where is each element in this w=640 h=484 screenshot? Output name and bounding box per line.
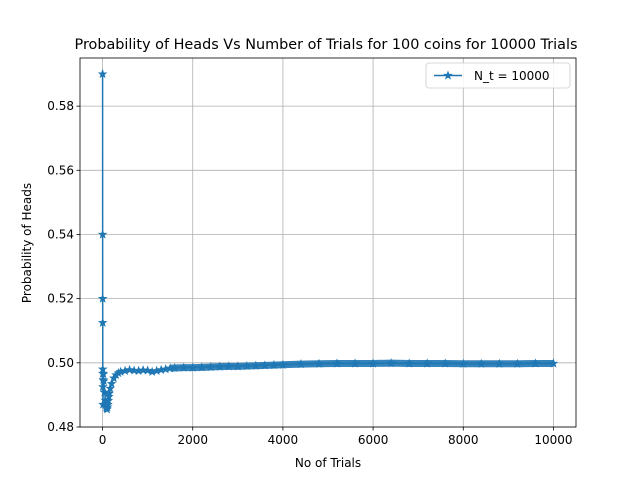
data-point bbox=[97, 317, 108, 327]
data-point bbox=[105, 383, 116, 393]
data-point bbox=[103, 399, 113, 409]
data-point bbox=[142, 365, 153, 375]
x-tick-label: 4000 bbox=[268, 433, 299, 447]
y-tick-label: 0.58 bbox=[47, 99, 74, 113]
data-point bbox=[97, 293, 108, 303]
series-layer bbox=[97, 68, 559, 414]
x-tick-label: 10000 bbox=[534, 433, 572, 447]
data-point bbox=[124, 364, 135, 374]
data-point bbox=[97, 229, 108, 239]
legend: N_t = 10000 bbox=[425, 62, 571, 89]
y-tick-label: 0.56 bbox=[47, 163, 74, 177]
y-tick-label: 0.52 bbox=[47, 292, 74, 306]
x-tick-label: 2000 bbox=[177, 433, 208, 447]
plot-frame bbox=[79, 57, 577, 428]
series-line bbox=[101, 74, 554, 411]
data-point bbox=[98, 381, 108, 391]
data-point bbox=[104, 391, 114, 401]
x-axis-label: No of Trials bbox=[295, 456, 361, 470]
series-marker-band bbox=[169, 359, 554, 372]
legend-marker-icon bbox=[443, 70, 453, 80]
legend-label: N_t = 10000 bbox=[474, 69, 550, 83]
legend-box bbox=[425, 62, 571, 89]
data-point bbox=[97, 68, 108, 79]
y-axis-label: Probability of Heads bbox=[20, 183, 34, 303]
axes: 0 2000 4000 6000 8000 10000 0.48 0.50 0.52 0.54 0.… bbox=[47, 57, 577, 447]
y-tick-label: 0.50 bbox=[47, 356, 74, 370]
data-point bbox=[98, 369, 109, 379]
x-tick-label: 0 bbox=[99, 433, 107, 447]
data-point bbox=[106, 378, 117, 388]
data-point bbox=[99, 376, 109, 386]
x-tick-label: 6000 bbox=[358, 433, 389, 447]
y-tick-label: 0.54 bbox=[47, 227, 74, 241]
chart-title: Probability of Heads Vs Number of Trials… bbox=[75, 37, 578, 53]
x-tick-label: 8000 bbox=[448, 433, 479, 447]
y-tick-label: 0.48 bbox=[47, 420, 74, 434]
